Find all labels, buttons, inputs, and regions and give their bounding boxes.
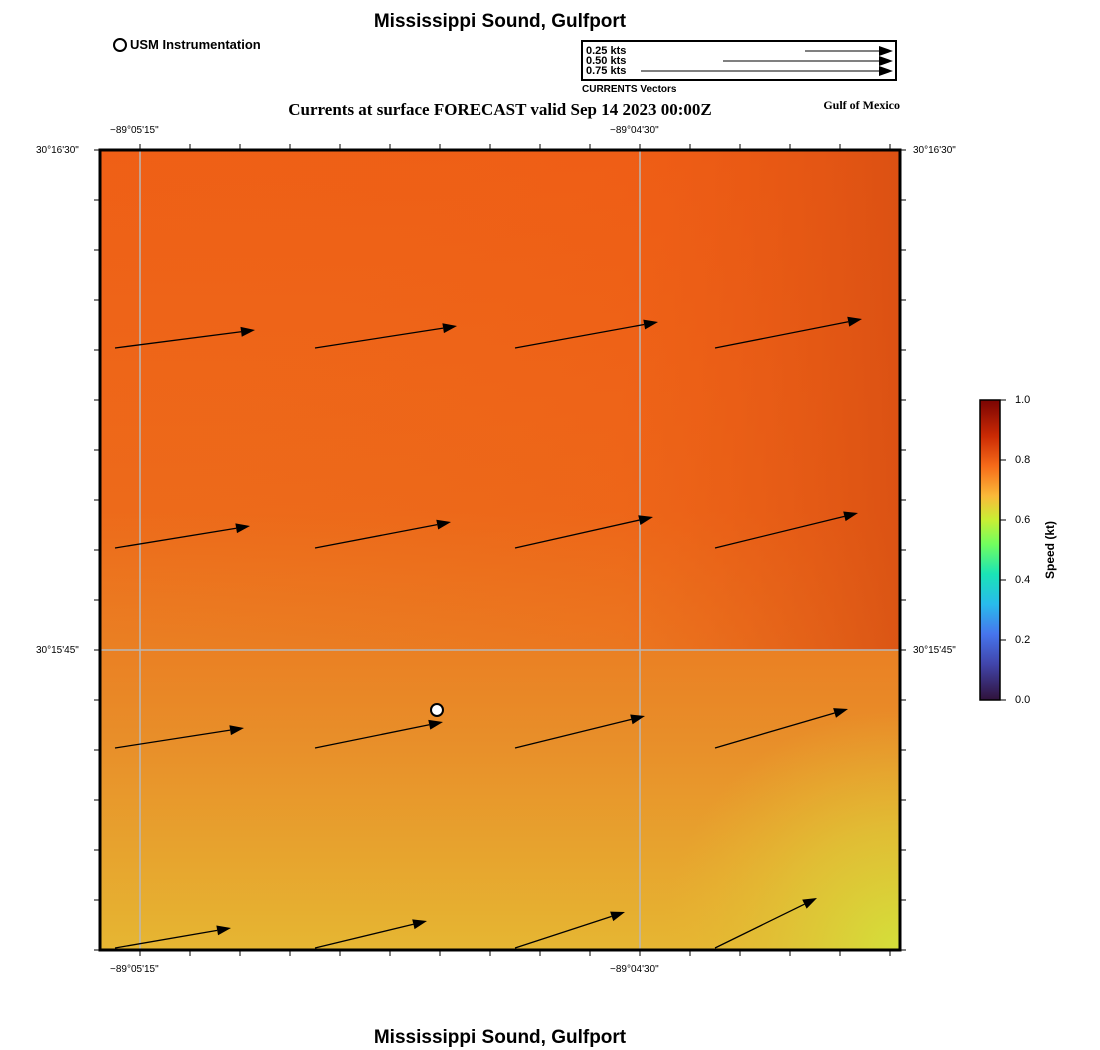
- vector-legend-label-2: 0.50 kts: [586, 55, 627, 67]
- current-speed-map: [94, 144, 906, 956]
- vector-legend-arrow-1: [805, 46, 893, 56]
- footer-title: Mississippi Sound, Gulfport: [373, 1027, 627, 1048]
- current-vector-r3-c4: [714, 708, 848, 749]
- lat-tick-left-2: 30°15'45": [36, 645, 79, 656]
- colorbar-title: Speed (kt): [1043, 521, 1057, 580]
- station-circle-icon: [113, 37, 127, 52]
- current-vector-r2-c2: [314, 519, 451, 549]
- current-vector-r1-c4: [714, 316, 862, 349]
- current-vector-r2-c3: [514, 515, 653, 549]
- current-vector-r3-c3: [514, 714, 645, 749]
- colorbar-ramp: [979, 399, 1001, 701]
- region-label: Gulf of Mexico: [823, 98, 900, 112]
- usm-station-marker[interactable]: [430, 703, 444, 717]
- current-vector-r1-c1: [114, 326, 255, 349]
- lon-tick-top-2: −89°04'30": [610, 125, 659, 136]
- current-vectors: [114, 316, 862, 949]
- vector-legend-caption: CURRENTS Vectors: [582, 84, 677, 95]
- vector-legend-arrow-3: [641, 66, 893, 76]
- current-vector-r4-c3: [514, 911, 625, 949]
- colorbar-tick-label-2: 0.8: [1015, 454, 1031, 466]
- lon-tick-bottom-2: −89°04'30": [610, 964, 659, 975]
- current-vector-r3-c1: [114, 725, 244, 749]
- lon-tick-bottom-1: −89°05'15": [110, 964, 159, 975]
- current-vector-r2-c1: [114, 523, 250, 549]
- lat-tick-left-1: 30°16'30": [36, 145, 79, 156]
- colorbar-tick-label-1: 1.0: [1015, 394, 1031, 406]
- current-vector-r1-c3: [514, 319, 658, 349]
- vector-legend-arrow-2: [723, 56, 893, 66]
- colorbar-ticks: [1000, 399, 1006, 701]
- station-legend-label: USM Instrumentation: [130, 37, 261, 52]
- speed-colorbar: [979, 399, 1006, 701]
- lat-tick-right-2: 30°15'45": [913, 645, 956, 656]
- vector-legend-label-1: 0.25 kts: [586, 45, 627, 57]
- current-vector-r4-c1: [114, 925, 231, 949]
- map-ticks: [94, 144, 906, 956]
- current-vector-r2-c4: [714, 511, 858, 549]
- colorbar-tick-label-5: 0.2: [1015, 634, 1031, 646]
- current-vector-r4-c4: [714, 898, 817, 949]
- forecast-subtitle: Currents at surface FORECAST valid Sep 1…: [288, 100, 712, 119]
- vector-legend-label-3: 0.75 kts: [586, 65, 627, 77]
- current-vector-r3-c2: [314, 719, 443, 749]
- colorbar-tick-label-6: 0.0: [1015, 694, 1031, 706]
- lat-tick-right-1: 30°16'30": [913, 145, 956, 156]
- station-legend: USM Instrumentation: [113, 37, 261, 52]
- current-vector-r4-c2: [314, 919, 427, 949]
- map-title: Mississippi Sound, Gulfport: [373, 11, 627, 32]
- colorbar-tick-label-3: 0.6: [1015, 514, 1031, 526]
- lon-tick-top-1: −89°05'15": [110, 125, 159, 136]
- speed-field-southeast: [100, 150, 900, 950]
- current-vector-r1-c2: [314, 323, 457, 349]
- vector-legend: 0.25 kts 0.50 kts 0.75 kts: [581, 40, 897, 81]
- colorbar-tick-label-4: 0.4: [1015, 574, 1031, 586]
